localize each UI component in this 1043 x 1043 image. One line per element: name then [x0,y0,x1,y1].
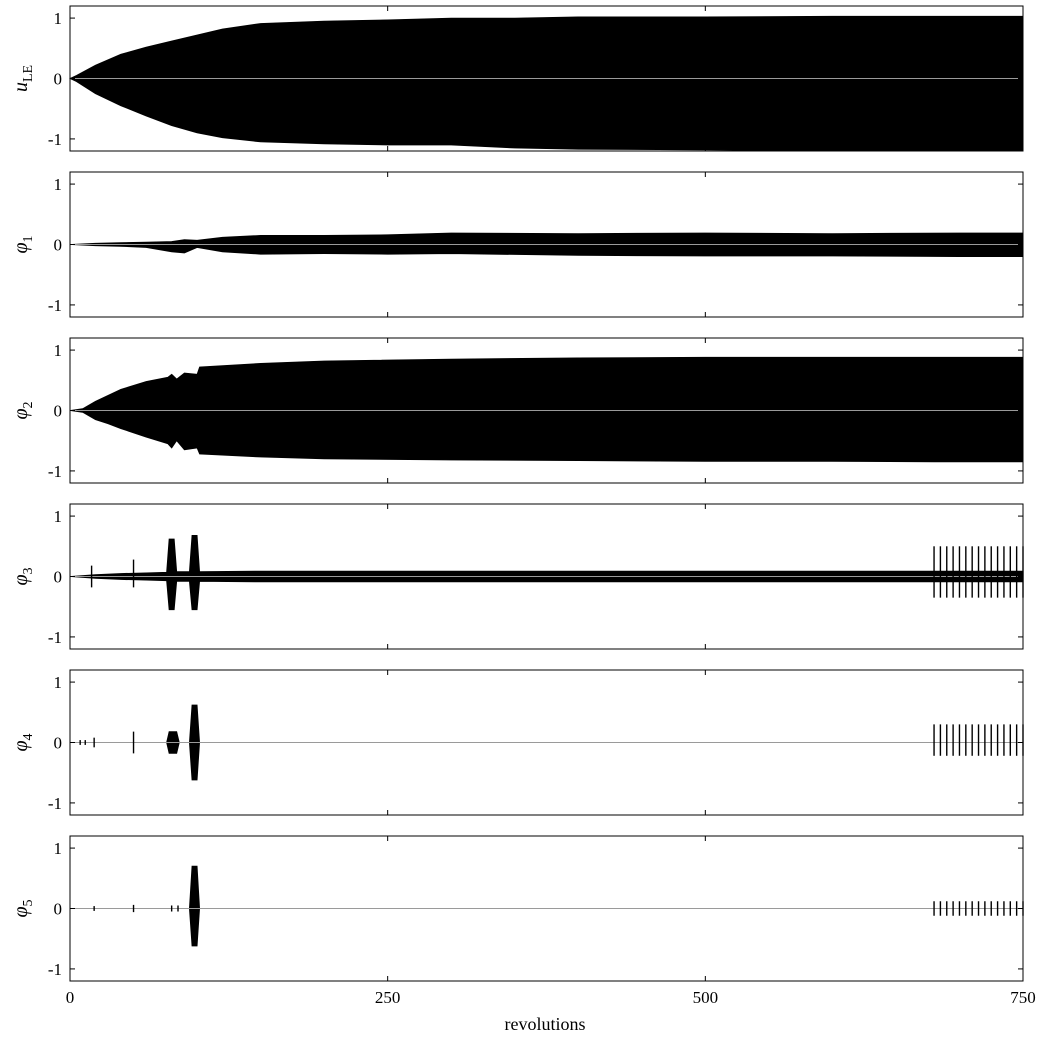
y-axis-label: φ4 [10,733,36,751]
y-tick-label: 1 [54,9,63,28]
y-tick-label: -1 [48,628,62,647]
x-tick-label: 500 [693,988,719,1007]
panel-2: 1 0 -1 φ1 [10,171,1024,318]
signal-envelope [70,704,1023,781]
y-tick-label: -1 [48,960,62,979]
y-tick-label: 0 [54,402,63,421]
y-tick-label: 1 [54,341,63,360]
panel-1: 1 0 -1 uLE [10,5,1024,152]
x-axis-label: revolutions [505,1014,586,1034]
x-tick-label: 250 [375,988,401,1007]
x-tick-label: 750 [1010,988,1036,1007]
y-tick-label: 0 [54,236,63,255]
panel-5: 1 0 -1 φ4 [10,669,1024,816]
y-axis-label: φ2 [10,401,36,419]
y-tick-label: -1 [48,794,62,813]
y-tick-label: 1 [54,839,63,858]
y-tick-label: 0 [54,568,63,587]
y-axis-label: φ5 [10,899,36,917]
signal-envelope [70,865,1023,947]
x-tick-label: 0 [66,988,75,1007]
y-tick-label: 0 [54,70,63,89]
y-axis-label: φ3 [10,567,36,585]
y-tick-label: 1 [54,507,63,526]
y-tick-label: 0 [54,734,63,753]
y-tick-label: -1 [48,130,62,149]
y-axis-label: uLE [10,65,36,92]
y-tick-label: 1 [54,175,63,194]
panel-4: 1 0 -1 φ3 [10,503,1024,650]
signal-envelope [69,535,1024,611]
y-tick-label: 0 [54,900,63,919]
signal-envelope [69,356,1024,463]
y-tick-label: -1 [48,462,62,481]
signal-envelope [69,15,1024,152]
panel-3: 1 0 -1 φ2 [10,337,1024,484]
y-axis-label: φ1 [10,235,36,253]
y-tick-label: -1 [48,296,62,315]
y-tick-label: 1 [54,673,63,692]
